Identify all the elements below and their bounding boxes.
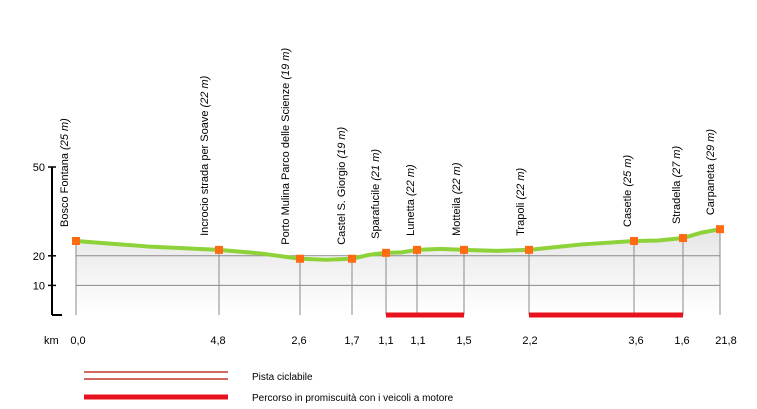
waypoint-name: Bosco Fontana: [59, 150, 71, 227]
waypoint-name: Casetle: [622, 187, 634, 227]
waypoint-label: Motteila (22 m): [451, 162, 463, 236]
waypoint-label: Carpaneta (29 m): [705, 129, 717, 216]
waypoint-elevation: (19 m): [336, 126, 348, 158]
y-axis: 10 20 50: [33, 162, 62, 316]
waypoint-markers: [72, 225, 724, 263]
waypoint-marker: [413, 245, 421, 254]
waypoint-marker: [525, 245, 533, 254]
x-unit-label: km: [44, 335, 59, 347]
distance-label: 1,6: [674, 335, 689, 347]
waypoint-marker: [72, 237, 80, 245]
waypoint-label: Stradella (27 m): [671, 145, 683, 224]
waypoint-elevation: (21 m): [370, 149, 382, 181]
distance-label: 1,1: [378, 335, 393, 347]
waypoint-name: Stradella: [671, 178, 683, 224]
y-tick-label: 50: [33, 162, 45, 174]
y-tick-label: 20: [33, 251, 45, 263]
waypoint-marker: [716, 225, 724, 234]
waypoint-elevation: (27 m): [671, 145, 683, 177]
waypoint-label: Incrocio strada per Soave (22 m): [199, 75, 211, 236]
waypoint-label: Porto Mulina Parco delle Scienze (19 m): [280, 48, 292, 245]
waypoint-elevation: (25 m): [622, 155, 634, 187]
distance-label: 2,6: [291, 335, 306, 347]
waypoint-marker: [460, 245, 468, 254]
distance-label: 3,6: [628, 335, 643, 347]
legend-cycle-path-label: Pista ciclabile: [252, 372, 313, 383]
y-tick-label: 10: [33, 280, 45, 292]
waypoint-label: Bosco Fontana (25 m): [59, 118, 71, 227]
waypoint-name: Incrocio strada per Soave: [199, 107, 211, 235]
waypoint-marker: [630, 237, 638, 245]
distance-label: 1,5: [456, 335, 471, 347]
legend: Pista ciclabile Percorso in promiscuità c…: [84, 371, 454, 404]
waypoint-elevation: (22 m): [451, 162, 463, 194]
waypoint-name: Lunetta: [405, 196, 417, 236]
waypoint-name: Castel S. Giorgio: [336, 159, 348, 245]
waypoint-elevation: (22 m): [199, 75, 211, 107]
waypoint-label: Casetle (25 m): [622, 155, 634, 227]
waypoint-marker: [348, 254, 356, 263]
waypoint-labels: Bosco Fontana (25 m) Incrocio strada per …: [59, 48, 717, 245]
waypoint-elevation: (25 m): [59, 118, 71, 150]
waypoint-label: Sparafucile (21 m): [370, 149, 382, 239]
waypoint-elevation: (19 m): [280, 48, 292, 80]
distance-label: 1,7: [344, 335, 359, 347]
waypoint-name: Trapoli: [515, 200, 527, 236]
waypoint-name: Sparafucile: [370, 181, 382, 239]
profile-fill: [76, 229, 720, 315]
distance-label: 0,0: [70, 335, 85, 347]
waypoint-marker: [215, 245, 223, 254]
waypoint-elevation: (22 m): [405, 164, 417, 196]
distance-label: 4,8: [210, 335, 225, 347]
gridlines: [75, 229, 721, 315]
waypoint-name: Carpaneta: [705, 161, 717, 215]
waypoint-elevation: (22 m): [515, 167, 527, 199]
waypoint-marker: [296, 254, 304, 263]
profile-area: [76, 229, 720, 315]
waypoint-marker: [679, 234, 687, 243]
waypoint-name: Motteila: [451, 194, 463, 236]
waypoint-name: Porto Mulina Parco delle Scienze: [280, 80, 292, 245]
waypoint-label: Trapoli (22 m): [515, 167, 527, 235]
distance-label: 21,8: [715, 335, 736, 347]
waypoint-label: Castel S. Giorgio (19 m): [336, 126, 348, 244]
distance-label: 2,2: [522, 335, 537, 347]
waypoint-label: Lunetta (22 m): [405, 164, 417, 236]
waypoint-marker: [382, 248, 390, 257]
distance-label: 1,1: [410, 335, 425, 347]
legend-traffic-label: Percorso in promiscuità con i veicoli a …: [252, 393, 454, 404]
distance-labels: km 0,0 4,8 2,6 1,7 1,1 1,1 1,5 2,2 3,6 1,6 21,8: [44, 335, 737, 347]
waypoint-elevation: (29 m): [705, 129, 717, 161]
